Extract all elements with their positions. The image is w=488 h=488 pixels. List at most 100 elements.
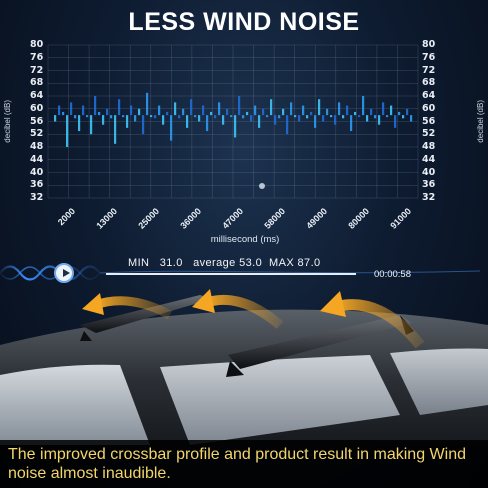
y-tick-label: 80 <box>30 39 44 50</box>
chart-bar <box>254 105 257 116</box>
progress-bar[interactable] <box>106 273 356 275</box>
chart-bar <box>162 115 165 125</box>
chart-bar <box>334 115 337 125</box>
chart-bar <box>106 108 109 116</box>
chart-bar <box>82 105 85 116</box>
chart-bar <box>98 111 101 116</box>
chart-bar <box>278 115 281 119</box>
chart-bar <box>242 115 245 119</box>
y-tick-label: 48 <box>30 141 44 152</box>
chart-bar <box>406 108 409 116</box>
chart-bar <box>342 115 345 119</box>
chart-bar <box>398 111 401 116</box>
car-illustration <box>0 289 488 445</box>
chart-bar <box>222 115 225 125</box>
chart-bar <box>198 115 201 122</box>
chart-bar <box>366 115 369 122</box>
chart-bar <box>322 115 325 122</box>
chart-bar <box>234 115 237 138</box>
chart-bar <box>158 105 161 116</box>
chart-bar <box>138 108 141 116</box>
chart-bar <box>166 111 169 116</box>
chart-bar <box>382 102 385 116</box>
chart-bar <box>150 115 153 118</box>
y-tick-label: 44 <box>422 153 436 165</box>
y-tick-label: 40 <box>30 166 44 178</box>
y-tick-label: 68 <box>30 77 44 89</box>
caption-band <box>0 440 488 488</box>
chart-bar <box>306 115 309 119</box>
chart-bar <box>62 111 65 116</box>
headline: LESS WIND NOISE <box>128 8 360 36</box>
chart-bar <box>170 115 173 141</box>
chart-bar <box>202 105 205 116</box>
chart-bar <box>86 115 89 118</box>
chart-bar <box>326 108 329 116</box>
chart-bar <box>190 99 193 116</box>
play-icon[interactable] <box>54 263 74 283</box>
playback-time: 00:00:58 <box>374 269 411 280</box>
chart-bar <box>314 115 317 128</box>
wind-arrow-icon <box>82 289 425 349</box>
y-tick-label: 32 <box>422 192 436 203</box>
chart-bar <box>350 115 353 132</box>
chart-bar <box>90 115 93 135</box>
chart-bar <box>194 115 197 118</box>
chart-bar <box>274 115 277 125</box>
caption-text: The improved crossbar profile and produc… <box>8 446 466 482</box>
chart-bar <box>126 115 129 128</box>
y-tick-label: 44 <box>30 153 44 165</box>
chart-bar <box>54 115 57 122</box>
chart-bar <box>290 102 293 116</box>
chart-bar <box>214 115 217 119</box>
y-tick-label: 64 <box>422 90 436 101</box>
chart-bar <box>130 105 133 116</box>
chart-bar <box>238 96 241 116</box>
chart-bar <box>226 108 229 116</box>
chart-bar <box>270 99 273 116</box>
y-tick-label: 48 <box>422 141 436 152</box>
y-tick-label: 76 <box>30 51 44 63</box>
y-tick-label: 72 <box>422 64 436 76</box>
y-tick-label: 72 <box>30 64 44 76</box>
y-tick-label: 52 <box>422 128 436 140</box>
y-tick-label: 80 <box>422 39 436 50</box>
chart-bar <box>286 115 289 135</box>
sound-wave <box>0 265 481 281</box>
y-tick-label: 60 <box>422 102 436 114</box>
chart-bar <box>110 115 113 119</box>
chart-bar <box>186 115 189 128</box>
chart-bar <box>390 105 393 116</box>
chart-bar <box>134 115 137 122</box>
chart-bar <box>118 99 121 116</box>
y-tick-label: 60 <box>30 102 44 114</box>
chart-bar <box>318 99 321 116</box>
chart-bar <box>182 108 185 116</box>
y-tick-label: 52 <box>30 128 44 140</box>
y-tick-label: 56 <box>422 115 436 127</box>
chart-bar <box>142 115 145 135</box>
chart-bar <box>230 115 233 118</box>
chart-bar <box>154 115 157 119</box>
chart-bar <box>66 115 69 147</box>
chart-bar <box>210 111 213 116</box>
chart-bar <box>218 102 221 116</box>
chart-bar <box>302 105 305 116</box>
chart-bar <box>282 108 285 116</box>
y-tick-label: 68 <box>422 77 436 89</box>
chart-bar <box>78 115 81 132</box>
chart-bar <box>258 115 261 128</box>
y-tick-label: 32 <box>30 192 44 203</box>
chart-bar <box>114 115 117 144</box>
chart-bar <box>266 115 269 118</box>
x-axis-label: millisecond (ms) <box>210 234 280 245</box>
y-tick-label: 36 <box>422 179 436 191</box>
chart-bar <box>310 111 313 116</box>
chart-bar <box>362 96 365 116</box>
chart-bar <box>70 102 73 116</box>
chart-bar <box>410 115 413 122</box>
chart-bar <box>246 111 249 116</box>
chart-bar <box>386 115 389 118</box>
chart-bar <box>174 102 177 116</box>
